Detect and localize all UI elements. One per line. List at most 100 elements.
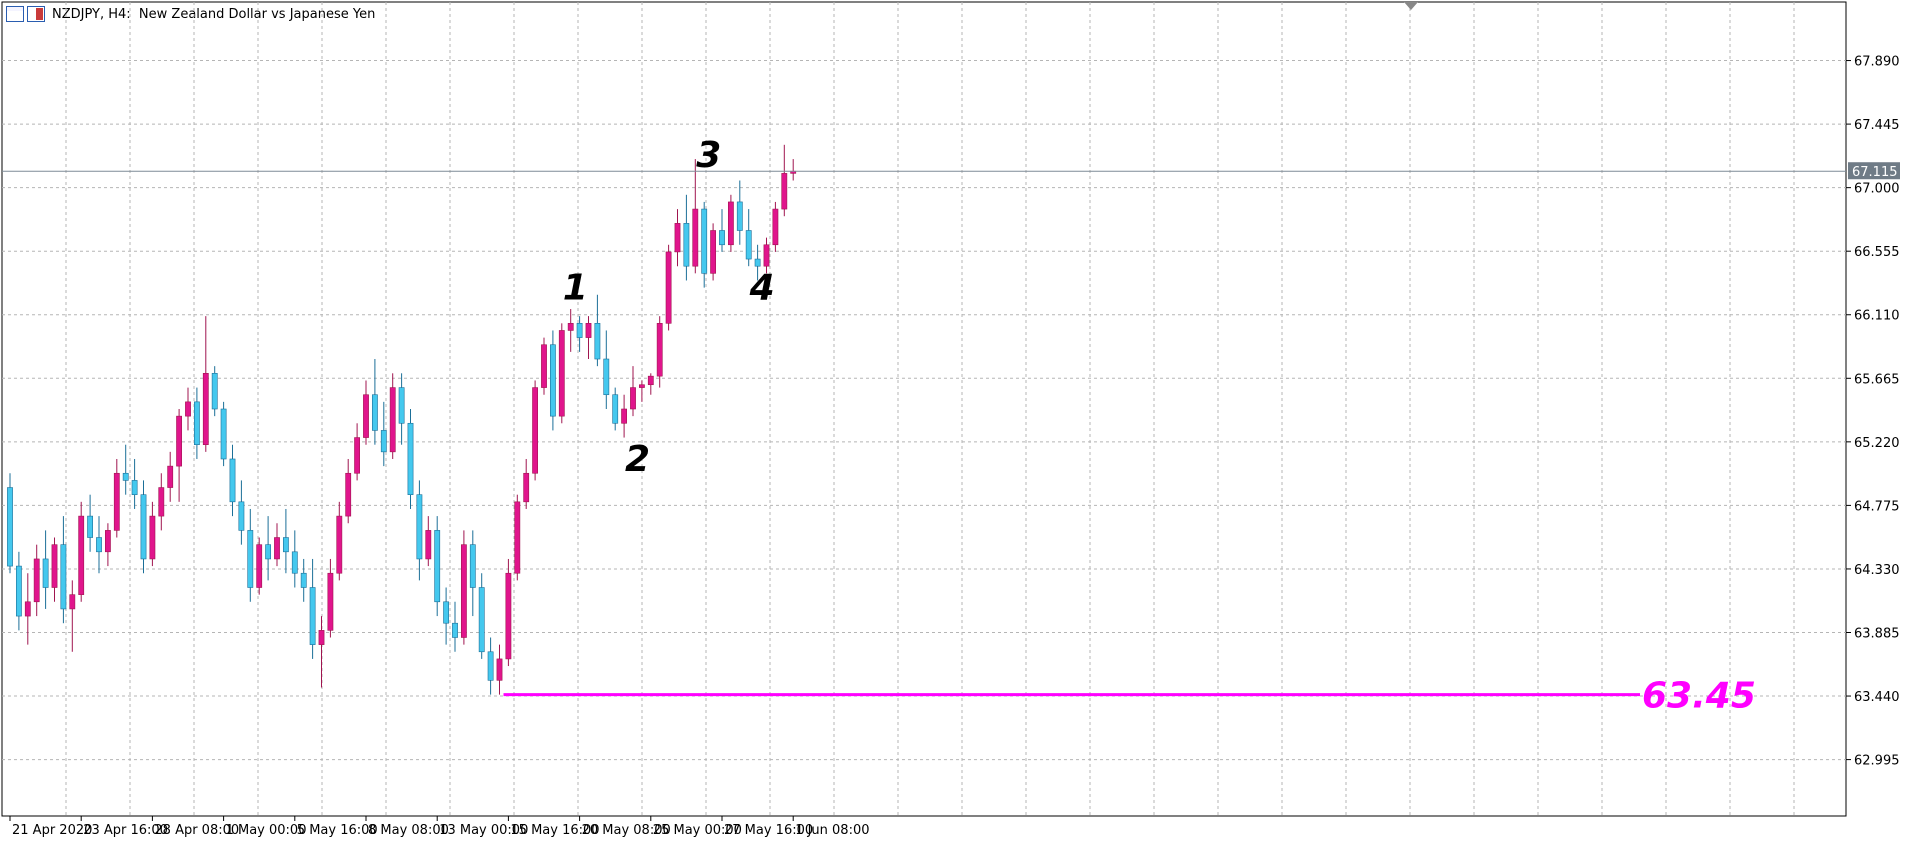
annotations: 67.115 63.45 1 2 3 4 xyxy=(2,2,1900,717)
candle-body xyxy=(363,394,369,438)
chart-title: NZDJPY, H4: New Zealand Dollar vs Japane… xyxy=(52,6,376,22)
candle-body xyxy=(105,530,111,553)
candle-body xyxy=(60,544,67,610)
x-tick-label: 21 Apr 2020 xyxy=(12,823,92,838)
candle-body xyxy=(185,401,191,417)
candle-body xyxy=(656,323,663,377)
candle-body xyxy=(194,401,200,446)
candle-body xyxy=(460,544,467,638)
candle-body xyxy=(434,530,441,603)
candle-body xyxy=(354,437,360,474)
y-tick-label: 67.890 xyxy=(1854,55,1900,70)
candle-body xyxy=(487,651,494,681)
candle-body xyxy=(745,230,752,260)
support-level-label: 63.45 xyxy=(1642,676,1756,717)
candle-body xyxy=(692,208,699,267)
candle-body xyxy=(300,572,307,588)
candle-body xyxy=(452,622,458,638)
candle-body xyxy=(398,387,405,424)
candle-body xyxy=(282,537,289,553)
candle-body xyxy=(238,501,245,531)
candle-body xyxy=(647,375,654,386)
candle-body xyxy=(621,408,627,424)
candle-body xyxy=(701,208,708,274)
candle-body xyxy=(638,384,645,388)
candle-body xyxy=(345,472,352,517)
candle-body xyxy=(781,173,788,210)
candle-body xyxy=(416,494,423,560)
candle-body xyxy=(763,244,770,267)
y-tick-label: 63.440 xyxy=(1854,690,1900,705)
chart-type-icon[interactable] xyxy=(27,6,45,22)
y-tick-label: 64.330 xyxy=(1854,563,1900,578)
y-tick-label: 64.775 xyxy=(1854,499,1900,514)
candle-body xyxy=(710,230,716,274)
y-tick-label: 63.885 xyxy=(1854,626,1900,641)
x-tick-label: 28 Apr 08:00 xyxy=(154,823,239,838)
x-tick-label: 13 May 00:00 xyxy=(439,823,528,838)
candle-body xyxy=(274,537,280,560)
candle-body xyxy=(541,344,547,388)
chart-title-bar: NZDJPY, H4: New Zealand Dollar vs Japane… xyxy=(6,6,375,22)
candle-body xyxy=(469,544,476,588)
candle-body xyxy=(567,323,574,331)
candle-body xyxy=(754,258,761,267)
y-tick-label: 62.995 xyxy=(1854,754,1900,769)
candle-body xyxy=(309,587,316,645)
candle-body xyxy=(87,515,93,538)
candle-body xyxy=(674,223,681,253)
candle-body xyxy=(149,515,156,560)
candle-body xyxy=(336,515,343,574)
y-tick-label: 67.000 xyxy=(1854,182,1900,197)
x-tick-label: 8 May 08:00 xyxy=(368,823,449,838)
x-tick-label: 27 May 16:00 xyxy=(724,823,813,838)
candle-body xyxy=(443,601,449,624)
candle-body xyxy=(603,358,610,396)
candle-body xyxy=(496,658,503,681)
price-axis: 67.890 67.445 67.000 66.555 66.110 65.665 65.2… xyxy=(1846,55,1900,769)
candle-body xyxy=(523,472,530,503)
x-tick-label: 1 May 00:00 xyxy=(226,823,307,838)
y-tick-label: 65.220 xyxy=(1854,436,1900,451)
wave-label-4: 4 xyxy=(749,268,775,309)
candle-body xyxy=(265,544,271,560)
candle-body xyxy=(15,565,22,617)
candle-body xyxy=(478,587,485,653)
candle-body xyxy=(665,251,672,324)
wave-label-1: 1 xyxy=(563,268,588,309)
candle-body xyxy=(167,465,174,488)
candle-body xyxy=(96,537,102,553)
chart-window-icon[interactable] xyxy=(6,6,24,22)
candle-body xyxy=(318,630,325,645)
candle-body xyxy=(380,430,387,453)
candle-body xyxy=(407,422,414,495)
candle-body xyxy=(158,487,165,517)
candle-body xyxy=(549,344,556,417)
y-tick-label: 65.665 xyxy=(1854,372,1900,387)
x-tick-label: 15 May 16:00 xyxy=(510,823,599,838)
candle-body xyxy=(24,601,31,617)
candle-body xyxy=(220,408,227,460)
candle-body xyxy=(51,544,58,588)
x-tick-label: 1 Jun 08:00 xyxy=(795,823,869,838)
chart-shift-marker xyxy=(1404,2,1418,10)
candle-body xyxy=(140,494,147,560)
candle-body xyxy=(131,480,138,495)
x-tick-label: 23 Apr 16:00 xyxy=(83,823,168,838)
current-price-label: 67.115 xyxy=(1852,165,1898,180)
y-tick-label: 66.110 xyxy=(1854,309,1900,324)
candle-body xyxy=(630,387,636,410)
candle-body xyxy=(247,530,254,588)
candle-body xyxy=(176,415,182,467)
candle-body xyxy=(256,544,263,588)
candle-body xyxy=(113,472,120,531)
wave-label-3: 3 xyxy=(696,135,721,176)
candle-body xyxy=(69,594,76,610)
candle-body xyxy=(425,530,432,560)
candle-body xyxy=(505,572,512,660)
plot-frame xyxy=(1,1,1847,817)
candle-body xyxy=(7,487,13,567)
current-price-box xyxy=(1848,162,1900,180)
